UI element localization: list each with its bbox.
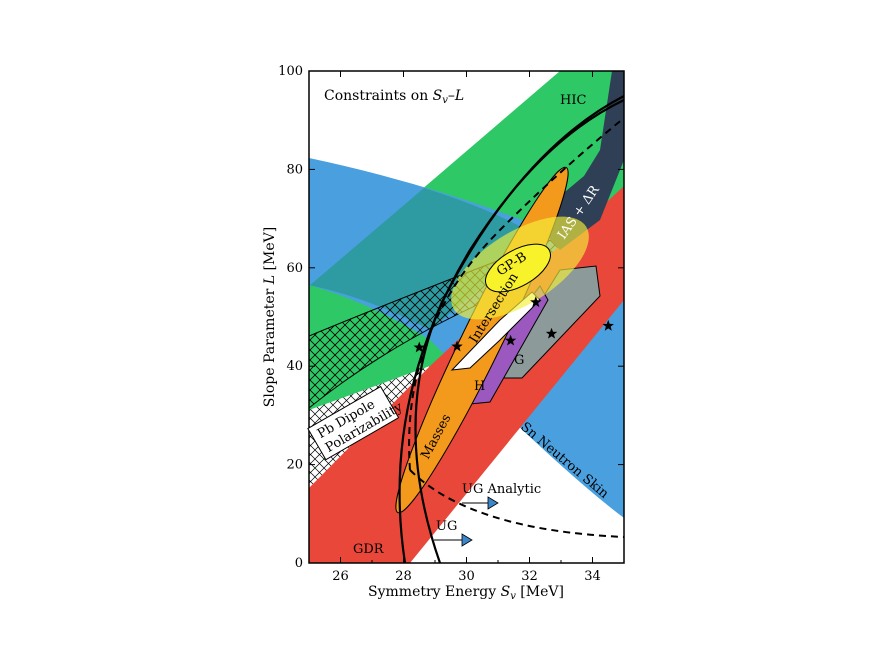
intersection-region xyxy=(450,291,541,371)
ug-curve-2 xyxy=(398,99,624,563)
star-marker xyxy=(413,341,425,353)
h-label: H xyxy=(474,379,485,394)
x-ticks: 26 28 30 32 34 xyxy=(308,71,625,584)
x-tick-label: 26 xyxy=(332,569,349,584)
ug-analytic-curve-upper xyxy=(408,117,624,471)
ug-analytic-label: UG Analytic xyxy=(462,482,541,497)
ug-label: UG xyxy=(436,519,457,534)
y-tick-label: 80 xyxy=(286,162,303,177)
x-tick-label: 28 xyxy=(395,569,412,584)
y-tick-label: 40 xyxy=(286,359,303,374)
x-tick-label: 30 xyxy=(458,569,475,584)
y-tick-label: 20 xyxy=(286,458,303,473)
y-axis-label: Slope Parameter L [MeV] xyxy=(262,227,278,407)
y-tick-label: 60 xyxy=(286,261,303,276)
chart-title: Constraints on Sv–L xyxy=(324,88,464,106)
ug-analytic-curve xyxy=(409,469,624,538)
hic-skin-overlap xyxy=(309,188,540,330)
gdr-label: GDR xyxy=(353,542,385,557)
star-marker xyxy=(530,296,542,308)
ug-analytic-arrow xyxy=(462,496,499,510)
g-label: G xyxy=(514,353,524,368)
star-marker xyxy=(504,334,517,346)
y-tick-label: 100 xyxy=(278,64,303,79)
y-ticks: 0 20 40 60 80 100 xyxy=(278,64,624,571)
hic-label: HIC xyxy=(560,93,586,108)
x-tick-label: 32 xyxy=(521,569,538,584)
ug-arrow xyxy=(434,533,473,547)
y-tick-label: 0 xyxy=(295,556,303,571)
x-axis-label: Symmetry Energy Sv [MeV] xyxy=(368,584,564,602)
star-marker xyxy=(545,327,558,339)
x-tick-label: 34 xyxy=(584,569,601,584)
star-marker xyxy=(602,319,614,331)
gp-b-inner-ellipse xyxy=(485,243,551,293)
stars-group xyxy=(413,296,614,353)
plot-area xyxy=(309,71,624,563)
star-marker xyxy=(451,340,463,352)
